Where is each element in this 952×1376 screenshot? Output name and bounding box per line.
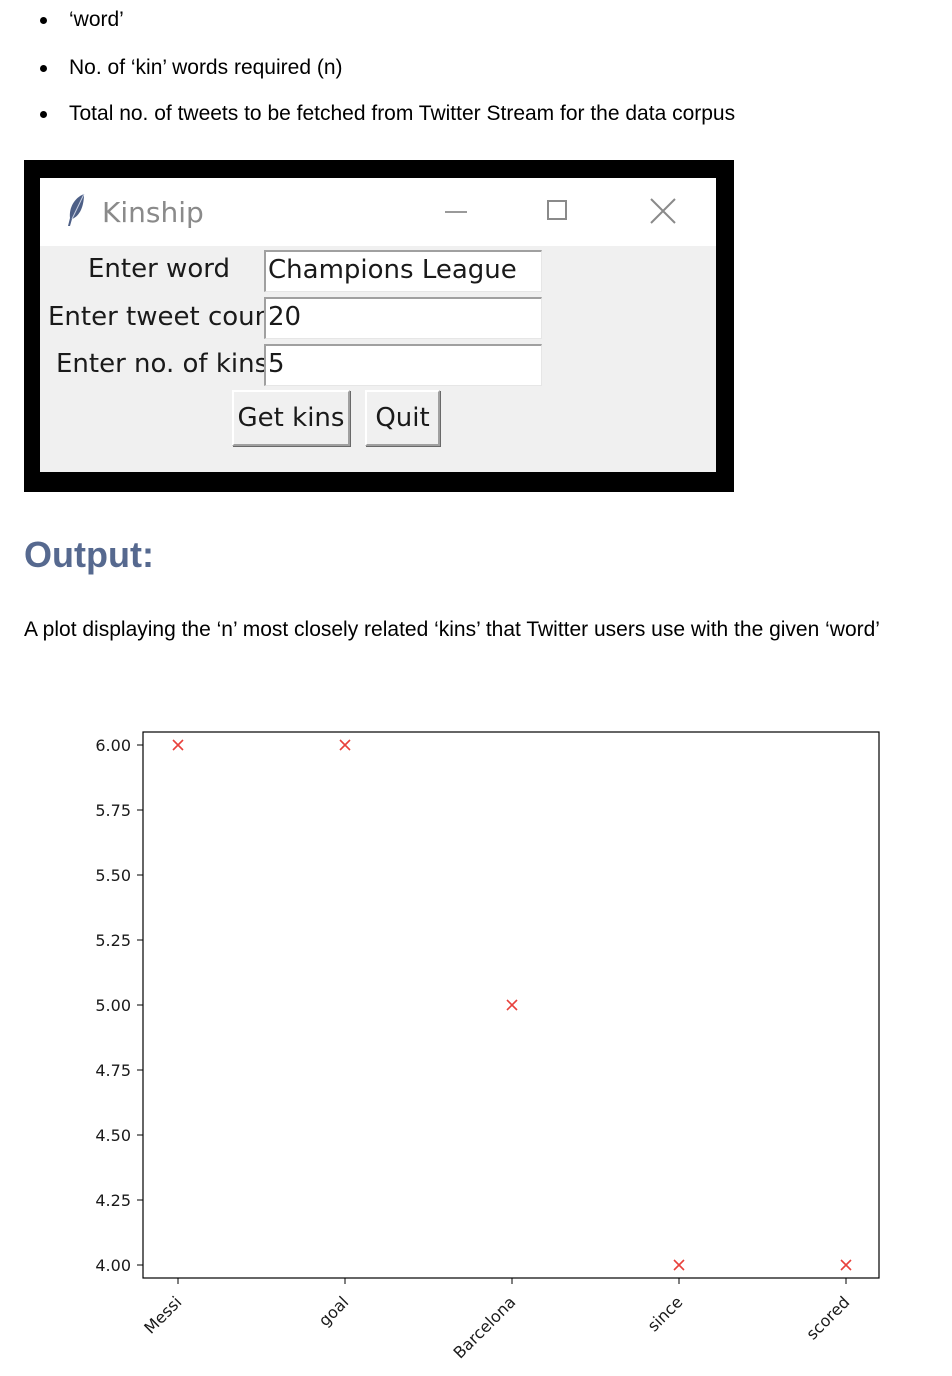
- y-tick-label: 5.75: [95, 801, 131, 820]
- y-tick-label: 5.50: [95, 866, 131, 885]
- kins-count-input[interactable]: 5: [264, 344, 542, 386]
- bullet-dot: [40, 65, 47, 72]
- tweet-count-input[interactable]: 20: [264, 297, 542, 339]
- data-point-goal: [339, 739, 351, 751]
- minimize-icon[interactable]: [445, 211, 467, 213]
- data-point-scored: [840, 1259, 852, 1271]
- output-heading: Output:: [24, 534, 154, 575]
- word-label: Enter word: [88, 254, 230, 284]
- y-tick-label: 4.50: [95, 1126, 131, 1145]
- close-icon[interactable]: [650, 198, 676, 224]
- data-point-since: [673, 1259, 685, 1271]
- x-tick-label: Barcelona: [450, 1292, 520, 1362]
- tweet-count-label: Enter tweet count: [48, 302, 282, 332]
- data-point-messi: [172, 739, 184, 751]
- bullet-dot: [40, 111, 47, 118]
- bullet-text: ‘word’: [69, 8, 124, 31]
- y-tick-label: 5.00: [95, 996, 131, 1015]
- output-description: A plot displaying the ‘n’ most closely r…: [24, 618, 880, 641]
- title-bar[interactable]: Kinship: [40, 178, 716, 246]
- kins-chart: 6.00 5.75 5.50 5.25 5.00 4.75 4.50 4.25 4.00 Mess…: [95, 731, 880, 1362]
- x-tick-label: scored: [802, 1292, 853, 1343]
- kins-count-label: Enter no. of kins: [56, 349, 269, 379]
- bullet-text: Total no. of tweets to be fetched from T…: [69, 102, 736, 125]
- x-tick-label: since: [644, 1292, 687, 1335]
- kinship-window: Kinship Enter word Champions League Ente…: [40, 178, 716, 472]
- maximize-icon[interactable]: [547, 200, 567, 220]
- quit-button[interactable]: Quit: [365, 390, 440, 446]
- word-input[interactable]: Champions League: [264, 250, 542, 292]
- y-tick-label: 6.00: [95, 736, 131, 755]
- get-kins-button[interactable]: Get kins: [232, 390, 350, 446]
- x-tick-label: Messi: [140, 1292, 185, 1337]
- feather-icon: [68, 193, 85, 226]
- window-screenshot: Kinship Enter word Champions League Ente…: [24, 160, 734, 492]
- bullet-text: No. of ‘kin’ words required (n): [69, 56, 343, 79]
- y-tick-label: 4.00: [95, 1256, 131, 1275]
- y-tick-label: 4.75: [95, 1061, 131, 1080]
- y-tick-label: 4.25: [95, 1191, 131, 1210]
- y-tick-label: 5.25: [95, 931, 131, 950]
- bullet-dot: [40, 17, 47, 24]
- data-point-barcelona: [506, 999, 518, 1011]
- x-tick-label: goal: [315, 1292, 353, 1330]
- window-title: Kinship: [102, 196, 204, 229]
